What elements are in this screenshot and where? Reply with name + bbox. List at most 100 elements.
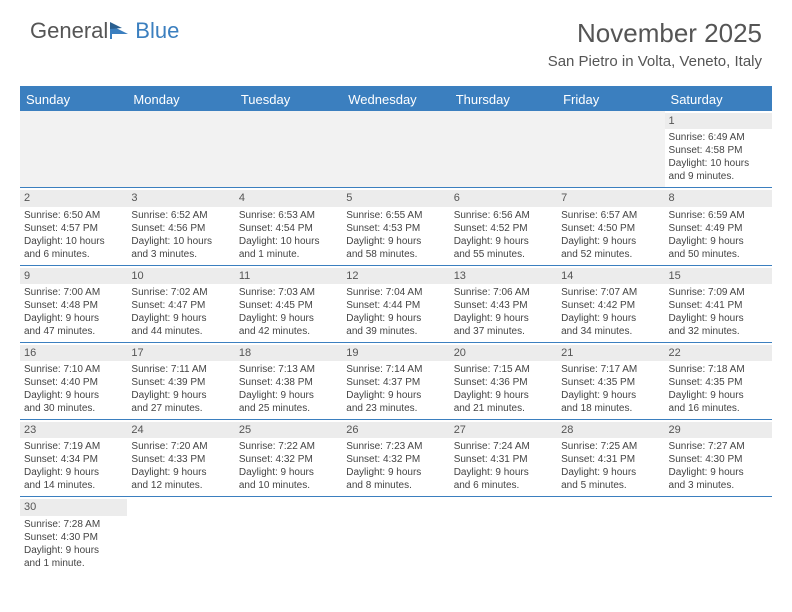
day-cell: 7Sunrise: 6:57 AMSunset: 4:50 PMDaylight… xyxy=(557,188,664,264)
sunrise-text: Sunrise: 7:14 AM xyxy=(346,363,445,376)
day-cell: 24Sunrise: 7:20 AMSunset: 4:33 PMDayligh… xyxy=(127,420,234,496)
day-cell: 25Sunrise: 7:22 AMSunset: 4:32 PMDayligh… xyxy=(235,420,342,496)
sunrise-text: Sunrise: 7:24 AM xyxy=(454,440,553,453)
day-cell: 4Sunrise: 6:53 AMSunset: 4:54 PMDaylight… xyxy=(235,188,342,264)
sunset-text: Sunset: 4:47 PM xyxy=(131,299,230,312)
day-number: 27 xyxy=(450,422,557,438)
day-number: 3 xyxy=(127,190,234,206)
daylight-text: Daylight: 10 hours xyxy=(131,235,230,248)
sunrise-text: Sunrise: 7:25 AM xyxy=(561,440,660,453)
daylight-text: Daylight: 9 hours xyxy=(131,312,230,325)
daylight-text: Daylight: 9 hours xyxy=(239,312,338,325)
daylight-text: Daylight: 9 hours xyxy=(24,544,123,557)
sunrise-text: Sunrise: 6:52 AM xyxy=(131,209,230,222)
day-number: 14 xyxy=(557,268,664,284)
daylight-text: Daylight: 9 hours xyxy=(669,389,768,402)
day-cell: 28Sunrise: 7:25 AMSunset: 4:31 PMDayligh… xyxy=(557,420,664,496)
sunrise-text: Sunrise: 6:55 AM xyxy=(346,209,445,222)
weekday-header: Tuesday xyxy=(235,88,342,111)
daylight-text: and 6 minutes. xyxy=(454,479,553,492)
empty-day-cell xyxy=(450,111,557,187)
daylight-text: Daylight: 9 hours xyxy=(131,389,230,402)
sunset-text: Sunset: 4:36 PM xyxy=(454,376,553,389)
sunset-text: Sunset: 4:41 PM xyxy=(669,299,768,312)
sunrise-text: Sunrise: 7:06 AM xyxy=(454,286,553,299)
sunrise-text: Sunrise: 7:13 AM xyxy=(239,363,338,376)
day-cell: 6Sunrise: 6:56 AMSunset: 4:52 PMDaylight… xyxy=(450,188,557,264)
sunset-text: Sunset: 4:34 PM xyxy=(24,453,123,466)
day-cell: 14Sunrise: 7:07 AMSunset: 4:42 PMDayligh… xyxy=(557,266,664,342)
daylight-text: Daylight: 10 hours xyxy=(669,157,768,170)
daylight-text: and 8 minutes. xyxy=(346,479,445,492)
sunrise-text: Sunrise: 7:20 AM xyxy=(131,440,230,453)
sunrise-text: Sunrise: 6:57 AM xyxy=(561,209,660,222)
empty-day-cell xyxy=(235,497,342,573)
day-cell: 11Sunrise: 7:03 AMSunset: 4:45 PMDayligh… xyxy=(235,266,342,342)
daylight-text: and 3 minutes. xyxy=(131,248,230,261)
daylight-text: and 3 minutes. xyxy=(669,479,768,492)
day-number: 2 xyxy=(20,190,127,206)
daylight-text: and 12 minutes. xyxy=(131,479,230,492)
daylight-text: and 39 minutes. xyxy=(346,325,445,338)
day-number: 26 xyxy=(342,422,449,438)
day-number: 17 xyxy=(127,345,234,361)
sunset-text: Sunset: 4:43 PM xyxy=(454,299,553,312)
sunrise-text: Sunrise: 7:18 AM xyxy=(669,363,768,376)
location: San Pietro in Volta, Veneto, Italy xyxy=(548,53,762,70)
empty-day-cell xyxy=(342,497,449,573)
day-cell: 9Sunrise: 7:00 AMSunset: 4:48 PMDaylight… xyxy=(20,266,127,342)
day-number: 6 xyxy=(450,190,557,206)
daylight-text: and 52 minutes. xyxy=(561,248,660,261)
sunrise-text: Sunrise: 7:15 AM xyxy=(454,363,553,376)
sunset-text: Sunset: 4:56 PM xyxy=(131,222,230,235)
weekday-row: SundayMondayTuesdayWednesdayThursdayFrid… xyxy=(20,88,772,111)
daylight-text: and 50 minutes. xyxy=(669,248,768,261)
sunrise-text: Sunrise: 6:49 AM xyxy=(669,131,768,144)
daylight-text: Daylight: 9 hours xyxy=(454,312,553,325)
day-number: 21 xyxy=(557,345,664,361)
day-cell: 10 Sunrise: 7:02 AMSunset: 4:47 PMDayligh… xyxy=(127,266,234,342)
day-cell: 27Sunrise: 7:24 AMSunset: 4:31 PMDayligh… xyxy=(450,420,557,496)
day-cell: 8Sunrise: 6:59 AMSunset: 4:49 PMDaylight… xyxy=(665,188,772,264)
daylight-text: Daylight: 9 hours xyxy=(239,466,338,479)
logo-flag-icon xyxy=(110,22,132,40)
sunset-text: Sunset: 4:39 PM xyxy=(131,376,230,389)
day-number: 5 xyxy=(342,190,449,206)
day-number: 19 xyxy=(342,345,449,361)
daylight-text: and 44 minutes. xyxy=(131,325,230,338)
weekday-header: Wednesday xyxy=(342,88,449,111)
day-cell: 13Sunrise: 7:06 AMSunset: 4:43 PMDayligh… xyxy=(450,266,557,342)
daylight-text: Daylight: 9 hours xyxy=(346,312,445,325)
daylight-text: and 1 minute. xyxy=(239,248,338,261)
day-cell: 30Sunrise: 7:28 AMSunset: 4:30 PMDayligh… xyxy=(20,497,127,573)
daylight-text: Daylight: 9 hours xyxy=(669,312,768,325)
sunset-text: Sunset: 4:30 PM xyxy=(24,531,123,544)
sunrise-text: Sunrise: 7:03 AM xyxy=(239,286,338,299)
weekday-header: Saturday xyxy=(665,88,772,111)
daylight-text: Daylight: 9 hours xyxy=(561,312,660,325)
daylight-text: Daylight: 9 hours xyxy=(669,235,768,248)
sunset-text: Sunset: 4:32 PM xyxy=(346,453,445,466)
daylight-text: Daylight: 9 hours xyxy=(24,389,123,402)
sunset-text: Sunset: 4:33 PM xyxy=(131,453,230,466)
daylight-text: Daylight: 9 hours xyxy=(669,466,768,479)
daylight-text: and 47 minutes. xyxy=(24,325,123,338)
sunrise-text: Sunrise: 7:00 AM xyxy=(24,286,123,299)
day-number: 22 xyxy=(665,345,772,361)
daylight-text: Daylight: 9 hours xyxy=(24,312,123,325)
week-row: 16Sunrise: 7:10 AMSunset: 4:40 PMDayligh… xyxy=(20,343,772,420)
weekday-header: Thursday xyxy=(450,88,557,111)
sunset-text: Sunset: 4:44 PM xyxy=(346,299,445,312)
day-number: 30 xyxy=(20,499,127,515)
week-row: 2Sunrise: 6:50 AMSunset: 4:57 PMDaylight… xyxy=(20,188,772,265)
sunrise-text: Sunrise: 7:02 AM xyxy=(131,286,230,299)
day-number: 10 xyxy=(127,268,234,284)
daylight-text: Daylight: 9 hours xyxy=(24,466,123,479)
sunset-text: Sunset: 4:52 PM xyxy=(454,222,553,235)
sunrise-text: Sunrise: 7:22 AM xyxy=(239,440,338,453)
daylight-text: Daylight: 10 hours xyxy=(239,235,338,248)
week-row: 9Sunrise: 7:00 AMSunset: 4:48 PMDaylight… xyxy=(20,266,772,343)
daylight-text: and 18 minutes. xyxy=(561,402,660,415)
sunset-text: Sunset: 4:50 PM xyxy=(561,222,660,235)
sunrise-text: Sunrise: 6:53 AM xyxy=(239,209,338,222)
